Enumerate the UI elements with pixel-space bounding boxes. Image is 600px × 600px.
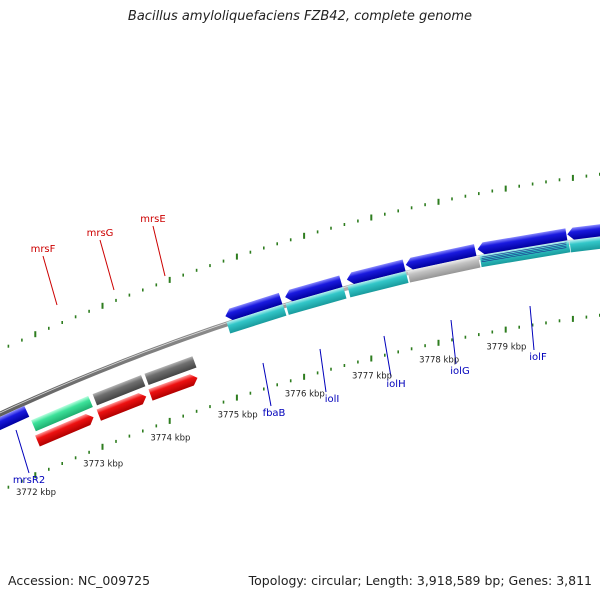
backbone-highlight <box>0 236 600 414</box>
leader-mrsR2 <box>15 429 30 474</box>
gene-iolF-stripe <box>481 244 567 259</box>
gene-mrsE-box <box>144 356 197 385</box>
gene-label-iolG: iolG <box>450 366 469 377</box>
scale-label: 3773 kbp <box>83 460 123 470</box>
leader-iolH <box>383 335 392 378</box>
gene-iolG <box>405 244 477 270</box>
leader-mrsG <box>99 239 115 291</box>
scale-label: 3774 kbp <box>150 434 190 444</box>
scale-label: 3777 kbp <box>352 371 392 381</box>
leader-iolI <box>319 348 327 393</box>
gene-iolF-stripe <box>481 242 567 258</box>
leader-fbaB <box>262 362 272 407</box>
gene-cyan-4 <box>479 240 571 268</box>
gene-label-fbaB: fbaB <box>263 408 286 419</box>
gene-iolF <box>477 228 568 255</box>
gene-mrsG-box <box>92 375 146 406</box>
label-leaders <box>15 225 535 474</box>
gene-cyan-3 <box>347 271 409 298</box>
gene-mrsE <box>148 374 198 401</box>
leader-mrsF <box>42 255 58 306</box>
gene-mrsF <box>35 414 94 447</box>
scale-label: 3775 kbp <box>218 410 258 420</box>
gene-features <box>0 219 600 447</box>
gene-label-iolH: iolH <box>386 379 405 390</box>
map-title: Bacillus amyloliquefaciens FZB42, comple… <box>127 9 473 24</box>
gene-cyan-1 <box>226 304 287 334</box>
gene-iolF-stripe <box>481 245 567 261</box>
gene-iolH <box>346 259 406 285</box>
gene-label-mrsF: mrsF <box>31 244 56 255</box>
gene-mrsG <box>96 393 147 421</box>
scale-label: 3772 kbp <box>16 488 56 498</box>
gene-mrsR2 <box>0 405 30 435</box>
leader-iolF <box>529 305 535 351</box>
genome-stats-text: Topology: circular; Length: 3,918,589 bp… <box>248 573 592 588</box>
gene-iolF-stripe <box>481 247 567 263</box>
scale-label: 3779 kbp <box>486 343 526 353</box>
leader-iolG <box>450 319 457 365</box>
tick-marks <box>7 172 600 489</box>
gene-label-iolI: iolI <box>325 394 340 405</box>
gene-iolI <box>285 275 343 302</box>
gene-label-iolF: iolF <box>529 352 547 363</box>
gene-label-mrsR2: mrsR2 <box>13 475 45 486</box>
gene-next <box>567 219 600 240</box>
scale-label: 3778 kbp <box>419 356 459 366</box>
accession-text: Accession: NC_009725 <box>8 573 151 588</box>
gene-cyan-2 <box>285 286 347 315</box>
leader-mrsE <box>152 225 166 277</box>
scale-label: 3776 kbp <box>285 390 325 400</box>
gene-fbaB <box>225 292 283 321</box>
gene-mrsF-box <box>31 395 93 432</box>
gene-labels: mrsF mrsG mrsE mrsR2 fbaB iolI iolH iolG iolF <box>13 214 547 486</box>
gene-label-mrsG: mrsG <box>87 228 114 239</box>
gene-label-mrsE: mrsE <box>140 214 165 225</box>
scale-labels: 3772 kbp 3773 kbp 3774 kbp 3775 kbp 3776 kbp… <box>16 343 526 498</box>
gene-cyan-5 <box>569 231 600 253</box>
gene-lightgray-1 <box>407 255 481 283</box>
